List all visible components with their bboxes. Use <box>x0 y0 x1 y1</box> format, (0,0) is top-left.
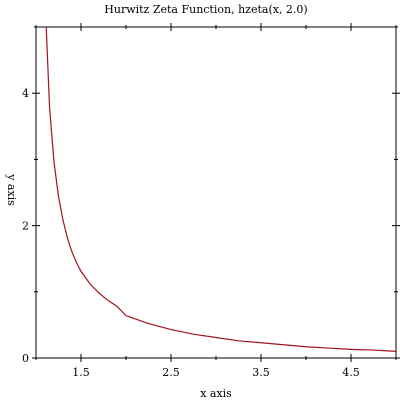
x-tick-label: 1.5 <box>72 366 90 379</box>
x-tick-label: 4.5 <box>342 366 360 379</box>
series-line-0 <box>45 27 396 352</box>
plot-frame <box>35 26 397 359</box>
y-axis-label: y axis <box>5 173 18 206</box>
x-tick-label: 2.5 <box>162 366 180 379</box>
x-tick-label: 3.5 <box>252 366 270 379</box>
x-axis-label: x axis <box>200 387 232 400</box>
y-tick-label: 0 <box>22 352 29 365</box>
x-tick-labels: 1.5 2.5 3.5 4.5 <box>72 366 360 379</box>
y-tick-label: 2 <box>22 220 29 233</box>
plot-area <box>32 23 400 362</box>
series-layer <box>45 27 396 352</box>
chart-title: Hurwitz Zeta Function, hzeta(x, 2.0) <box>104 3 307 16</box>
y-tick-label: 4 <box>22 87 29 100</box>
axis-ticks <box>32 23 400 362</box>
y-tick-labels: 0 2 4 <box>22 87 29 365</box>
